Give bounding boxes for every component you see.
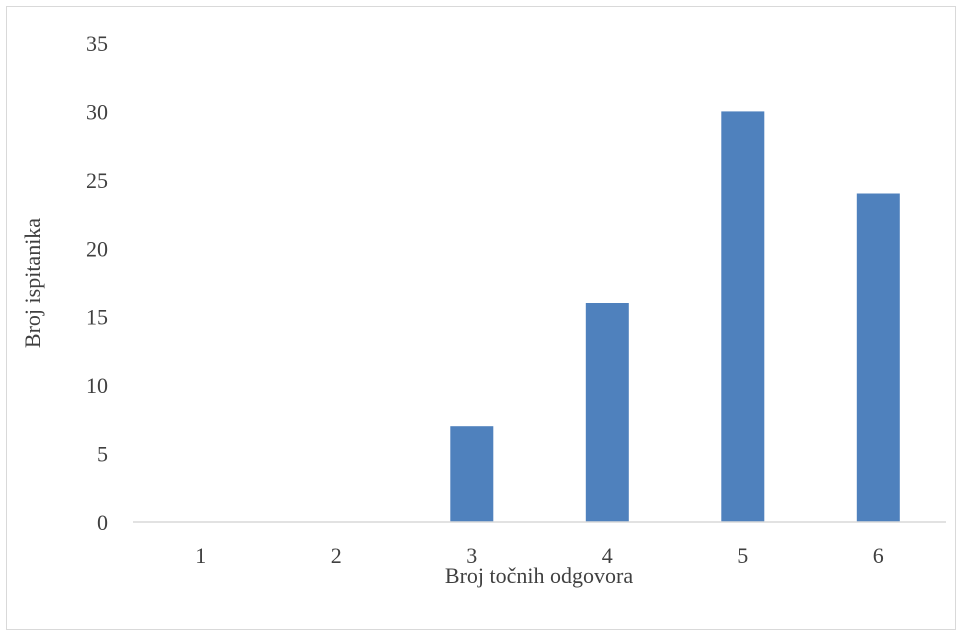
x-tick-label: 2 — [331, 543, 342, 568]
chart-area — [6, 6, 956, 630]
x-axis-ticks: 1 2 3 4 5 6 — [195, 543, 884, 568]
bar-3 — [450, 426, 494, 522]
x-tick-label: 3 — [466, 543, 477, 568]
y-tick-label: 0 — [97, 510, 108, 535]
bar-4 — [585, 303, 629, 522]
y-axis-ticks: 0 5 10 15 20 25 30 35 — [86, 31, 108, 535]
y-tick-label: 25 — [86, 168, 108, 193]
y-tick-label: 20 — [86, 236, 108, 261]
y-tick-label: 30 — [86, 99, 108, 124]
y-tick-label: 15 — [86, 305, 108, 330]
y-tick-label: 10 — [86, 373, 108, 398]
bar-5 — [721, 111, 765, 523]
x-tick-label: 1 — [195, 543, 206, 568]
x-axis-title: Broj točnih odgovora — [445, 563, 633, 588]
y-axis-title: Broj ispitanika — [20, 218, 45, 348]
x-tick-label: 5 — [737, 543, 748, 568]
bar-6 — [856, 193, 900, 522]
y-tick-label: 35 — [86, 31, 108, 56]
x-tick-label: 4 — [602, 543, 613, 568]
x-tick-label: 6 — [873, 543, 884, 568]
bars-group — [450, 111, 900, 523]
y-tick-label: 5 — [97, 442, 108, 467]
